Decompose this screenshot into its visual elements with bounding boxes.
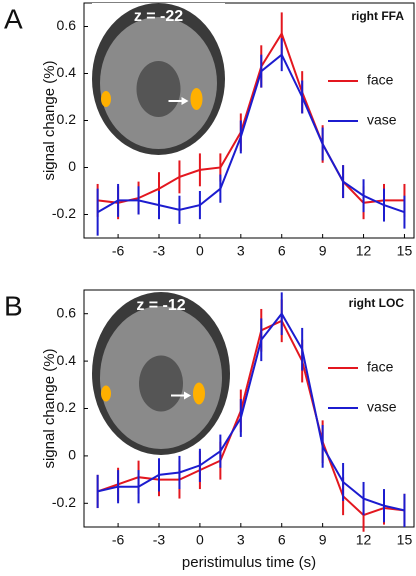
series-line: [97, 319, 405, 517]
y-axis-label: signal change (%): [41, 60, 58, 180]
x-tick-label: 9: [319, 532, 327, 548]
y-axis-label: signal change (%): [41, 348, 58, 468]
y-tick-label: 0.6: [57, 304, 77, 320]
y-tick-label: 0: [68, 447, 76, 463]
brain-center: [139, 355, 183, 412]
y-tick-label: -0.2: [52, 494, 76, 510]
legend-label: vase: [367, 399, 397, 415]
x-tick-label: -3: [153, 243, 166, 259]
x-tick-label: 6: [278, 532, 286, 548]
x-tick-label: 3: [237, 532, 245, 548]
x-tick-label: 0: [196, 243, 204, 259]
x-tick-label: 6: [278, 243, 286, 259]
series-line: [97, 53, 405, 214]
activation: [190, 88, 203, 110]
arrow-head: [184, 391, 191, 400]
x-tick-label: 9: [319, 243, 327, 259]
legend-label: vase: [367, 112, 397, 128]
panel-label: B: [4, 290, 23, 321]
legend-label: face: [367, 359, 394, 375]
x-axis-label: peristimulus time (s): [182, 554, 316, 571]
y-tick-label: 0.4: [57, 64, 77, 80]
inset-label: z = -12: [136, 297, 185, 314]
panel-title: right FFA: [351, 9, 404, 23]
activation: [193, 382, 205, 405]
arrow-head: [181, 97, 189, 105]
x-tick-label: -6: [112, 532, 125, 548]
series-line: [97, 31, 405, 204]
x-tick-label: 3: [237, 243, 245, 259]
series-line: [97, 311, 405, 512]
y-tick-label: 0.4: [57, 352, 77, 368]
x-tick-label: 0: [196, 532, 204, 548]
panel-title: right LOC: [349, 296, 405, 310]
panel-label: A: [4, 3, 23, 34]
x-tick-label: -3: [153, 532, 166, 548]
x-tick-label: 15: [397, 532, 413, 548]
x-tick-label: 15: [397, 243, 413, 259]
inset-label: z = -22: [134, 8, 183, 25]
activation: [101, 91, 111, 107]
x-tick-label: 12: [356, 243, 372, 259]
y-tick-label: 0.6: [57, 17, 77, 33]
y-tick-label: 0.2: [57, 111, 77, 127]
x-tick-label: 12: [356, 532, 372, 548]
y-tick-label: 0: [68, 158, 76, 174]
x-tick-label: -6: [112, 243, 125, 259]
y-tick-label: -0.2: [52, 205, 76, 221]
activation: [101, 385, 111, 402]
brain-center: [136, 61, 181, 117]
legend-label: face: [367, 72, 394, 88]
y-tick-label: 0.2: [57, 399, 77, 415]
